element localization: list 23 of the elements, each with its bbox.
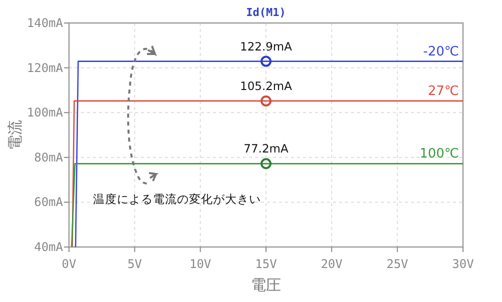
x-tick-label: 15V	[255, 257, 277, 271]
x-axis-title: 電圧	[251, 276, 281, 294]
data-label: 122.9mA	[240, 39, 292, 54]
data-label: 105.2mA	[240, 78, 292, 93]
y-axis-title: 電流	[6, 120, 24, 150]
x-tick-label: 30V	[452, 257, 474, 271]
chart-title: Id(M1)	[246, 6, 286, 19]
x-tick-label: 0V	[62, 257, 76, 271]
x-tick-label: 20V	[320, 257, 343, 271]
data-label: 77.2mA	[244, 142, 288, 156]
x-tick-label: 25V	[386, 257, 408, 271]
y-tick-label: 140mA	[26, 16, 64, 30]
y-tick-label: 120mA	[26, 60, 64, 75]
annotation: 温度による電流の変化が大きい	[93, 192, 261, 206]
y-tick-label: 80mA	[34, 150, 64, 164]
series-label: 100℃	[420, 146, 459, 162]
y-tick-label: 60mA	[34, 195, 64, 210]
x-tick-label: 10V	[189, 257, 212, 271]
series-label: -20℃	[423, 44, 459, 60]
y-tick-label: 40mA	[34, 240, 64, 254]
y-tick-label: 100mA	[26, 106, 64, 120]
x-tick-label: 5V	[127, 257, 142, 271]
series-label: 27℃	[428, 84, 459, 99]
